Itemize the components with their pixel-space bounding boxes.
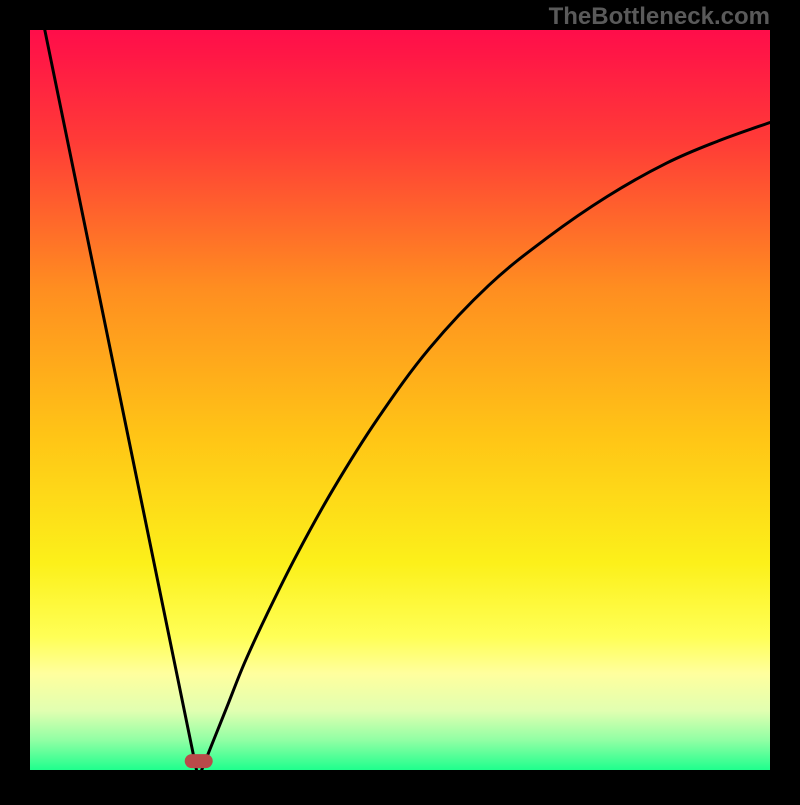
min-marker (185, 754, 213, 768)
plot-background (30, 30, 770, 770)
chart-frame: TheBottleneck.com (0, 0, 800, 800)
chart-svg (0, 0, 800, 800)
watermark-text: TheBottleneck.com (549, 3, 770, 31)
